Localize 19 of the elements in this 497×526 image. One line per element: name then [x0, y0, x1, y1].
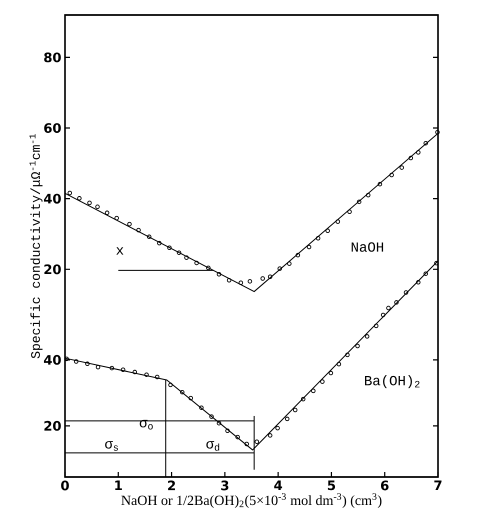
x-tick-label: 0 — [61, 480, 69, 490]
y-tick-label: 60 — [44, 123, 61, 133]
x-tick-label: 2 — [168, 480, 175, 490]
x-tick-label: 4 — [274, 480, 282, 490]
y-tick-label: 20 — [44, 264, 61, 274]
x-tick-label: 1 — [115, 480, 122, 490]
y-tick-label: 40 — [44, 194, 61, 204]
x-tick-label: 6 — [380, 480, 389, 490]
series-label: Ba(OH)$_{2}$ — [365, 375, 420, 388]
annotation: x — [116, 247, 124, 255]
text: NaOH or 1/2Ba(OH)$_{2}$(5×10$^{-3}$ mol dm$^{-3}$) (cm$^{3}$) — [121, 493, 382, 508]
annotation: σ$_{s}$ — [105, 441, 118, 451]
y-axis-title: Specific conductivity/μΩ$^{-1}$cm$^{-1}$ — [29, 134, 43, 358]
series-label: NaOH — [352, 242, 384, 252]
y-tick-label: 80 — [44, 52, 61, 62]
x-tick-label: 7 — [434, 480, 442, 490]
annotation: σ$_{d}$ — [206, 441, 220, 451]
x-tick-label: 5 — [328, 480, 336, 490]
x-tick-label: 3 — [221, 480, 228, 490]
